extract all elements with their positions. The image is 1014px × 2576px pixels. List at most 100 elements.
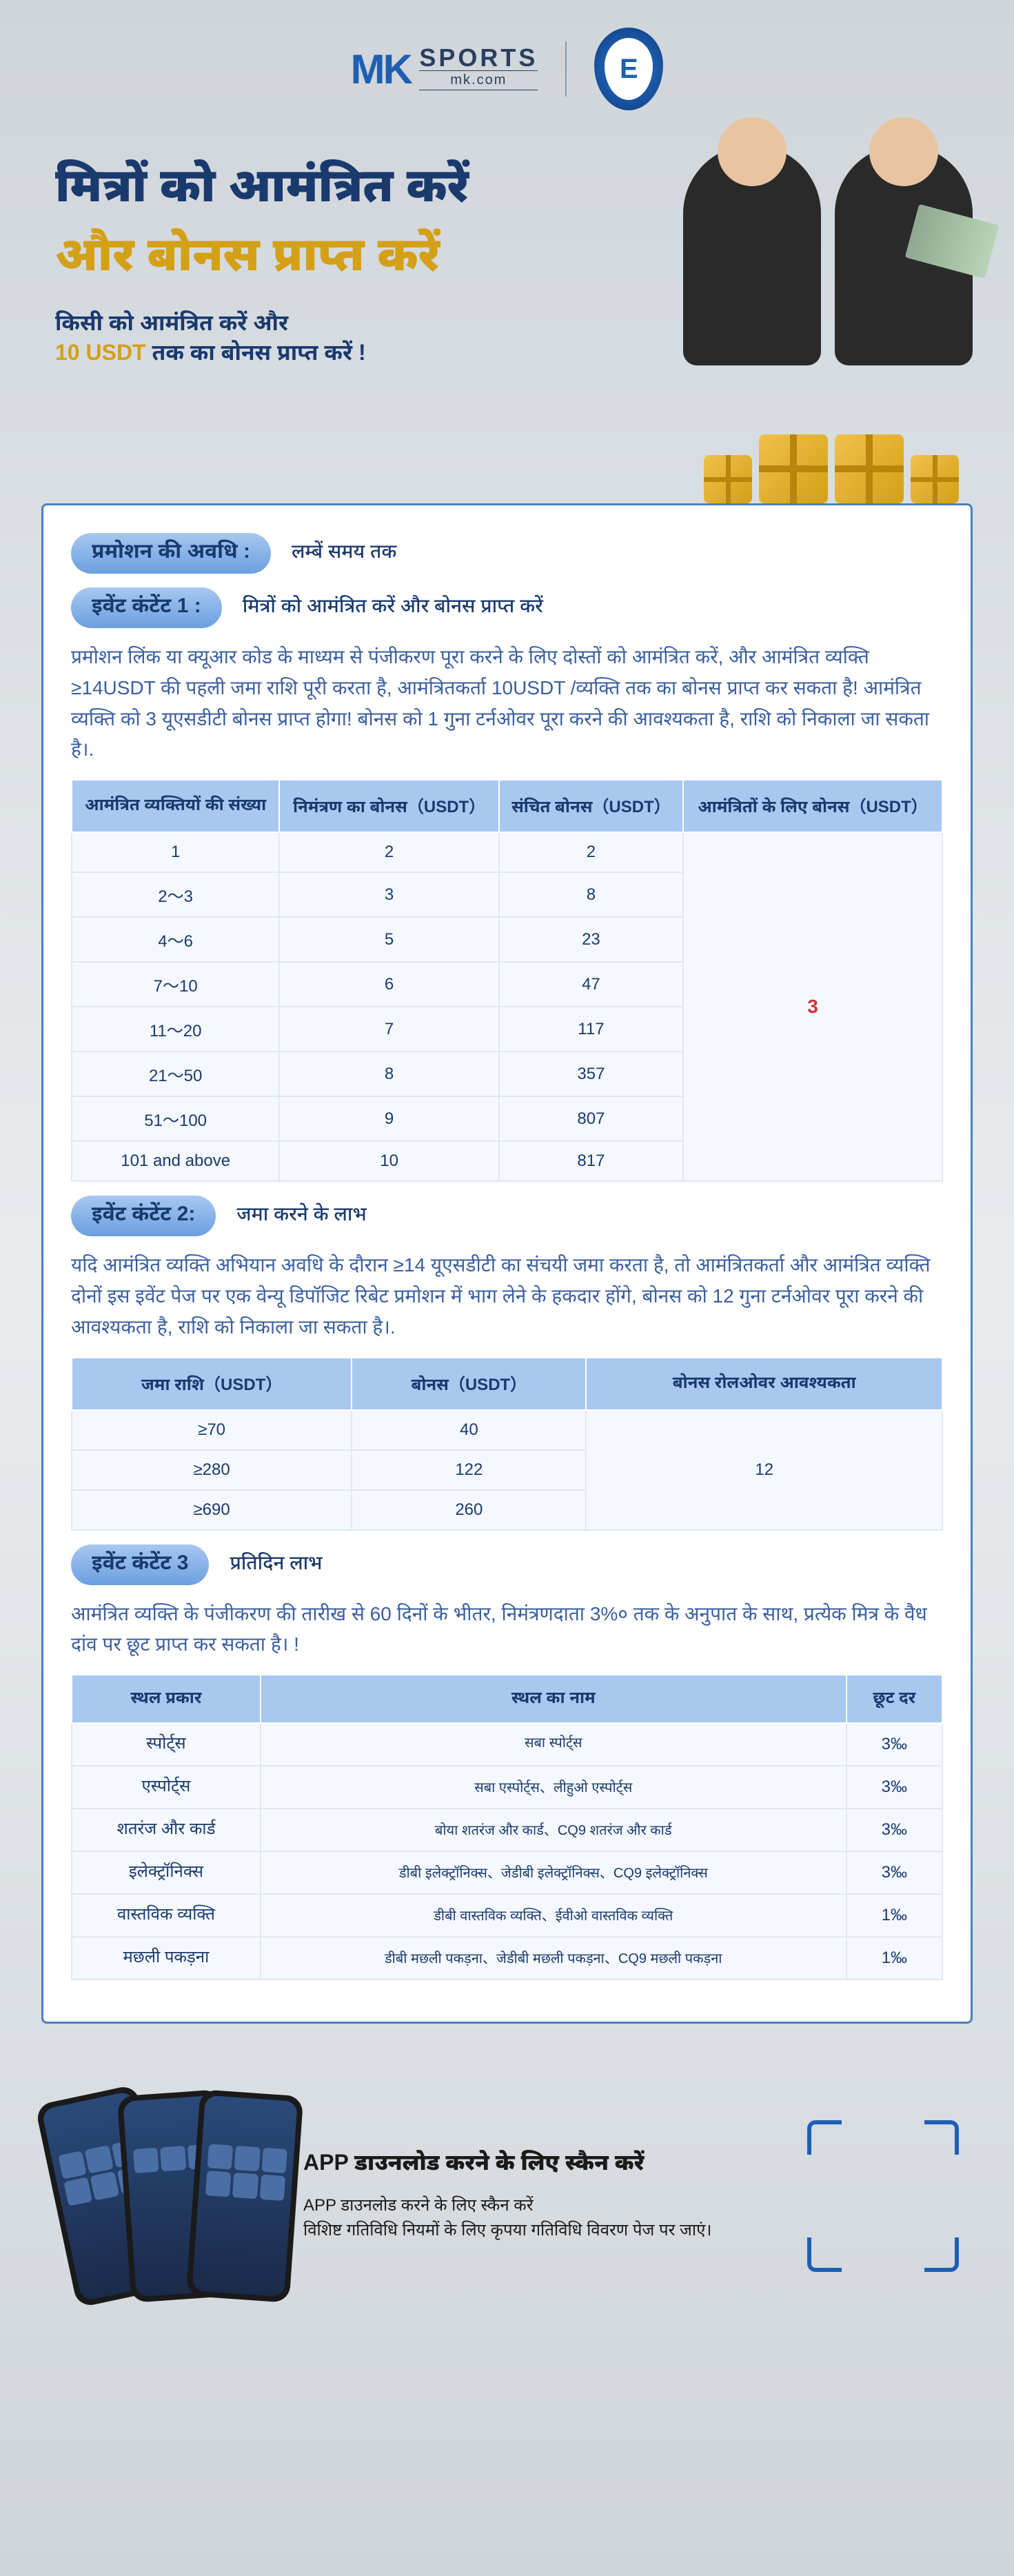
person-head <box>869 117 938 186</box>
table-cell: 3‰ <box>846 1766 942 1809</box>
table-cell-merged: 12 <box>586 1410 942 1530</box>
table-cell: ≥690 <box>72 1490 352 1530</box>
table-cell: बोया शतरंज और कार्ड、CQ9 शतरंज और कार्ड <box>261 1809 846 1851</box>
table-header: संचित बोनस（USDT） <box>499 780 683 832</box>
table-cell: 117 <box>499 1007 683 1051</box>
event3-header-row: इवेंट कंटेंट 3 प्रतिदिन लाभ <box>71 1544 943 1585</box>
table-cell: 2 <box>499 832 683 872</box>
event3-label: इवेंट कंटेंट 3 <box>71 1544 209 1585</box>
footer-desc-line1: APP डाउनलोड करने के लिए स्कैन करें <box>303 2193 766 2218</box>
logo-divider <box>565 41 567 97</box>
table-cell: 40 <box>352 1410 586 1450</box>
phone-tile <box>259 2175 285 2201</box>
phone-tile <box>133 2148 159 2174</box>
table-cell: 817 <box>499 1141 683 1181</box>
event1-header-row: इवेंट कंटेंट 1 : मित्रों को आमंत्रित करे… <box>71 587 943 628</box>
qr-corner-icon <box>807 2120 842 2155</box>
logo-mk-text: MK <box>351 46 411 92</box>
table-cell: 3‰ <box>846 1809 942 1851</box>
table-cell: 260 <box>352 1490 586 1530</box>
person-2 <box>835 145 973 365</box>
table-cell: 9 <box>279 1096 499 1141</box>
table-cell: ≥70 <box>72 1410 352 1450</box>
event2-header-row: इवेंट कंटेंट 2: जमा करने के लाभ <box>71 1196 943 1236</box>
phone-tile <box>85 2145 114 2174</box>
qr-corner-icon <box>924 2120 959 2155</box>
footer: APP डाउनलोड करने के लिए स्कैन करें APP ड… <box>0 2051 1014 2341</box>
phone-mockup <box>186 2089 304 2303</box>
table-cell: सबा स्पोर्ट्स <box>261 1723 846 1766</box>
table-header-row: स्थल प्रकार स्थल का नाम छूट दर <box>72 1675 942 1723</box>
gifts-illustration <box>704 434 959 503</box>
phone-content <box>205 2144 287 2200</box>
phone-tile <box>207 2144 234 2170</box>
table-header-row: जमा राशि（USDT） बोनस（USDT） बोनस रोलओवर आव… <box>72 1358 942 1410</box>
table-cell: 3‰ <box>846 1723 942 1766</box>
event3-title: प्रतिदिन लाभ <box>230 1552 322 1578</box>
table-cell: शतरंज और कार्ड <box>72 1809 261 1851</box>
phone-tile <box>234 2146 261 2172</box>
event1-desc: प्रमोशन लिंक या क्यूआर कोड के माध्यम से … <box>71 642 943 765</box>
club-badge-icon: E <box>594 28 663 110</box>
gift-box-icon <box>835 434 904 503</box>
table-cell: 5 <box>279 917 499 962</box>
table-cell: ≥280 <box>72 1450 352 1490</box>
footer-text: APP डाउनलोड करने के लिए स्कैन करें APP ड… <box>303 2150 766 2243</box>
phone-screen <box>192 2095 297 2297</box>
gift-box-icon <box>759 434 828 503</box>
table-cell: 3‰ <box>846 1851 942 1894</box>
promo-period-label: प्रमोशन की अवधि : <box>71 533 271 574</box>
hero-section: मित्रों को आमंत्रित करें और बोनस प्राप्त… <box>0 131 1014 476</box>
phone-tile <box>205 2171 232 2197</box>
table-header-row: आमंत्रित व्यक्तियों की संख्या निमंत्रण क… <box>72 780 942 832</box>
table-row: वास्तविक व्यक्तिडीबी वास्तविक व्यक्ति、ईव… <box>72 1894 942 1937</box>
club-badge-letter: E <box>605 38 653 100</box>
event3-table: स्थल प्रकार स्थल का नाम छूट दर स्पोर्ट्स… <box>71 1674 943 1980</box>
logo-sports-block: SPORTS mk.com <box>419 46 538 90</box>
logo-sports-text: SPORTS <box>419 46 538 70</box>
table-row: एस्पोर्ट्ससबा एस्पोर्ट्स、लीहुओ एस्पोर्ट्… <box>72 1766 942 1809</box>
table-cell: 23 <box>499 917 683 962</box>
hero-people-illustration <box>683 145 973 365</box>
table-cell: 10 <box>279 1141 499 1181</box>
person-1 <box>683 145 821 365</box>
table-cell: 11～20 <box>72 1007 279 1051</box>
table-header: जमा राशि（USDT） <box>72 1358 352 1410</box>
table-cell: 8 <box>499 872 683 917</box>
phone-tile <box>90 2172 119 2201</box>
table-cell: 7 <box>279 1007 499 1051</box>
table-cell: मछली पकड़ना <box>72 1937 261 1980</box>
table-header: स्थल प्रकार <box>72 1675 261 1723</box>
table-row: 1223 <box>72 832 942 872</box>
footer-title: APP डाउनलोड करने के लिए स्कैन करें <box>303 2150 766 2180</box>
event2-label: इवेंट कंटेंट 2: <box>71 1196 216 1236</box>
table-cell: 122 <box>352 1450 586 1490</box>
table-cell: डीबी वास्तविक व्यक्ति、ईवीओ वास्तविक व्यक… <box>261 1894 846 1937</box>
gift-box-icon <box>704 455 752 503</box>
qr-corner-icon <box>807 2237 842 2272</box>
footer-desc-line2: विशिष्ट गतिविधि नियमों के लिए कृपया गतिव… <box>303 2218 766 2243</box>
table-cell: 1‰ <box>846 1894 942 1937</box>
table-cell-merged: 3 <box>683 832 942 1181</box>
footer-phones <box>55 2093 262 2300</box>
logo-mk-sports: MK SPORTS mk.com <box>351 46 538 93</box>
promo-period-row: प्रमोशन की अवधि : लम्बें समय तक <box>71 533 943 574</box>
table-cell: 2 <box>279 832 499 872</box>
table-cell: डीबी इलेक्ट्रॉनिक्स、जेडीबी इलेक्ट्रॉनिक्… <box>261 1851 846 1894</box>
table-cell: 1 <box>72 832 279 872</box>
table-row: शतरंज और कार्डबोया शतरंज और कार्ड、CQ9 शत… <box>72 1809 942 1851</box>
table-cell: इलेक्ट्रॉनिक्स <box>72 1851 261 1894</box>
hero-amount: 10 USDT <box>55 340 146 365</box>
table-cell: 21～50 <box>72 1051 279 1096</box>
event2-title: जमा करने के लाभ <box>236 1203 366 1229</box>
table-header: निमंत्रण का बोनस（USDT） <box>279 780 499 832</box>
table-cell: डीबी मछली पकड़ना、जेडीबी मछली पकड़ना、CQ9 … <box>261 1937 846 1980</box>
table-header: आमंत्रित व्यक्तियों की संख्या <box>72 780 279 832</box>
table-row: इलेक्ट्रॉनिक्सडीबी इलेक्ट्रॉनिक्स、जेडीबी… <box>72 1851 942 1894</box>
gift-box-icon <box>911 455 959 503</box>
table-header: छूट दर <box>846 1675 942 1723</box>
table-row: स्पोर्ट्ससबा स्पोर्ट्स3‰ <box>72 1723 942 1766</box>
event1-label: इवेंट कंटेंट 1 : <box>71 587 222 628</box>
qr-scan-frame[interactable] <box>807 2120 959 2272</box>
event2-table: जमा राशि（USDT） बोनस（USDT） बोनस रोलओवर आव… <box>71 1357 943 1531</box>
